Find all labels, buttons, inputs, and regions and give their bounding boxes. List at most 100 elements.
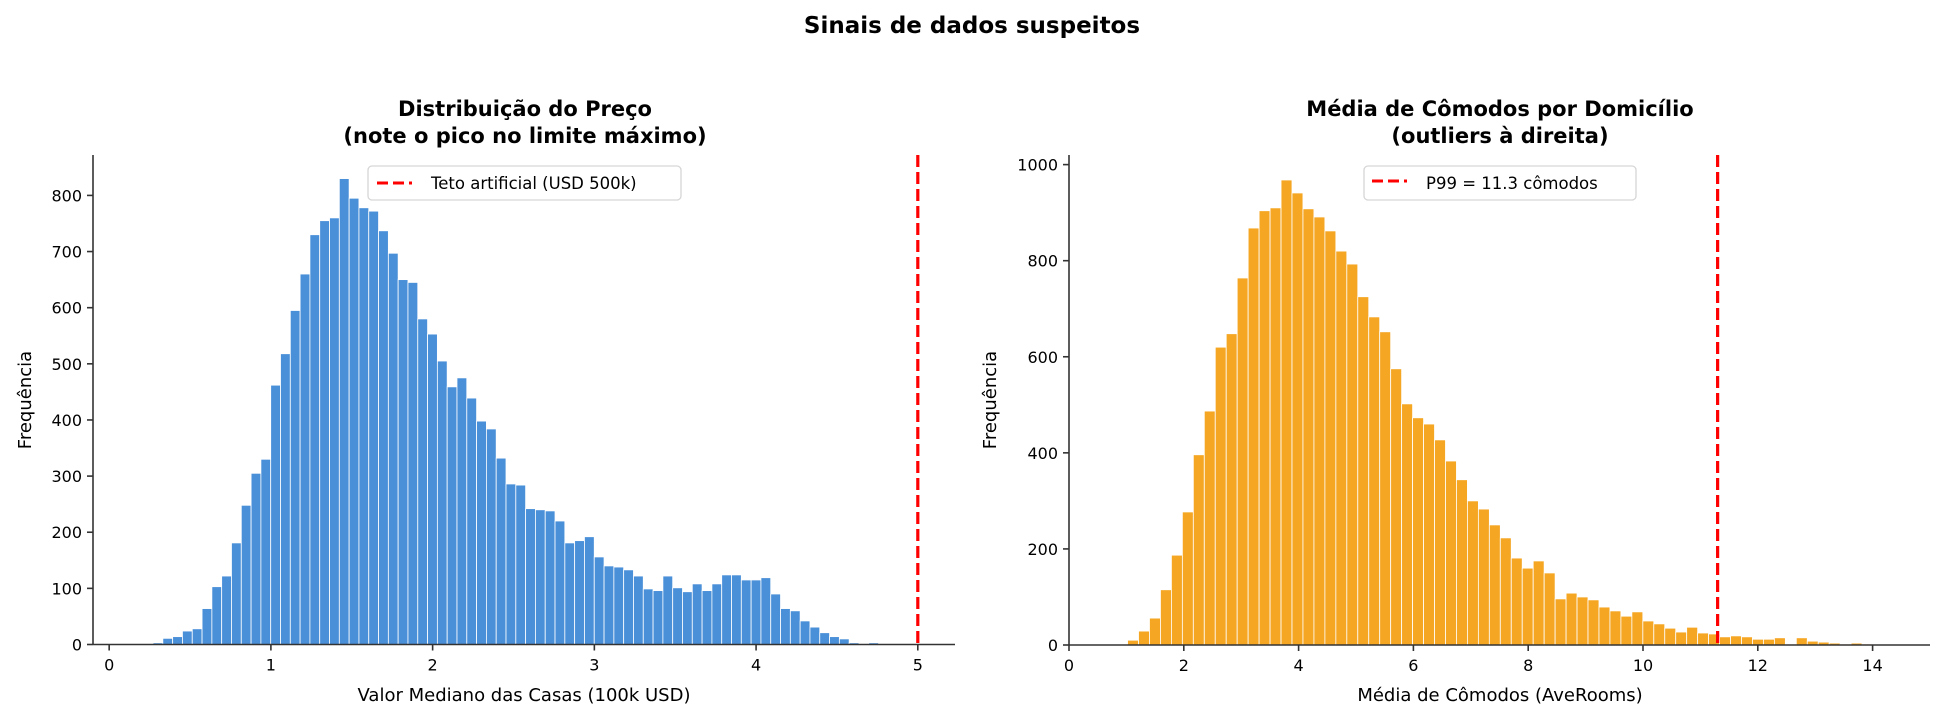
y-tick-label: 200	[51, 523, 82, 542]
y-axis-label: Frequência	[980, 351, 1001, 449]
histogram-bar	[789, 610, 801, 645]
histogram-bar	[1357, 296, 1370, 646]
histogram-bar	[1795, 637, 1808, 646]
histogram-bar	[338, 178, 350, 645]
histogram-bar	[1763, 638, 1775, 646]
histogram-bar	[201, 608, 213, 645]
histogram-bars	[1127, 179, 1929, 646]
histogram-bar	[280, 353, 291, 645]
histogram-bar	[221, 575, 232, 645]
y-tick-label: 800	[1027, 252, 1058, 271]
histogram-bar	[456, 377, 468, 645]
histogram-bar	[1291, 192, 1304, 646]
histogram-bar	[260, 458, 272, 645]
histogram-bar	[1675, 631, 1688, 646]
histogram-bar	[1368, 316, 1381, 646]
histogram-bar	[1730, 635, 1742, 646]
histogram-bar	[809, 626, 821, 645]
histogram-bar	[1467, 500, 1479, 646]
histogram-bar	[446, 386, 458, 645]
x-tick-label: 4	[1294, 656, 1304, 675]
y-tick-label: 600	[1027, 348, 1058, 367]
y-tick-label: 700	[51, 243, 82, 262]
histogram-bar	[799, 620, 811, 645]
histogram-bar	[838, 638, 850, 645]
histogram-bar	[1554, 598, 1567, 646]
y-axis-label: Frequência	[15, 351, 36, 449]
histogram-bar	[721, 574, 732, 645]
histogram-bar	[564, 542, 576, 645]
histogram-bar	[1138, 630, 1150, 646]
histogram-bar	[1346, 263, 1359, 646]
x-tick-label: 10	[1633, 656, 1653, 675]
histogram-bar	[270, 384, 281, 645]
histogram-bar	[1499, 537, 1512, 646]
x-axis-label: Média de Cômodos (AveRooms)	[1357, 685, 1642, 706]
legend: P99 = 11.3 cômodos	[1363, 165, 1637, 201]
histogram-bar	[1423, 423, 1435, 646]
histogram-bar	[309, 234, 321, 645]
legend-box	[1363, 165, 1637, 201]
histogram-bar	[574, 540, 585, 645]
histogram-bar	[1258, 210, 1271, 646]
x-tick-label: 0	[104, 656, 114, 675]
y-tick-label: 0	[1048, 636, 1058, 655]
histogram-bar	[182, 630, 193, 645]
histogram-bar	[525, 508, 536, 645]
histogram-bar	[289, 310, 301, 645]
histogram-bar	[1587, 599, 1600, 646]
y-tick-label: 500	[51, 355, 82, 374]
histogram-bar	[1598, 606, 1611, 646]
histogram-bar	[1456, 479, 1468, 646]
chart-title-line1: Média de Cômodos por Domicílio	[1306, 97, 1693, 121]
x-tick-label: 4	[751, 656, 761, 675]
histogram-bar	[1302, 208, 1315, 646]
x-tick-label: 1	[266, 656, 276, 675]
x-tick-label: 6	[1408, 656, 1418, 675]
histogram-bar	[711, 583, 723, 645]
histogram-bar	[1642, 620, 1655, 646]
histogram-bar	[623, 569, 634, 645]
histogram-bar	[1324, 230, 1337, 646]
histogram-bar	[1631, 611, 1644, 646]
x-tick-label: 5	[913, 656, 923, 675]
histogram-bar	[770, 593, 781, 645]
histogram-bar	[633, 575, 644, 645]
histogram-bar	[1719, 636, 1731, 646]
histogram-bar	[682, 591, 693, 645]
histogram-bar	[1335, 250, 1348, 646]
y-tick-label: 100	[51, 579, 82, 598]
histogram-bar	[319, 220, 330, 645]
histogram-bar	[495, 457, 507, 645]
x-axis-label: Valor Mediano das Casas (100k USD)	[358, 685, 691, 706]
histogram-bar	[750, 579, 762, 645]
histogram-bar	[1149, 617, 1161, 646]
x-tick-label: 2	[1179, 656, 1189, 675]
histogram-bar	[780, 608, 791, 645]
histogram-bar	[1620, 615, 1633, 646]
histogram-bar	[672, 587, 683, 645]
histogram-bar	[466, 397, 477, 645]
histogram-bar	[1488, 524, 1501, 646]
histogram-bar	[1247, 227, 1260, 646]
y-tick-label: 200	[1027, 540, 1058, 559]
histogram-bar	[348, 197, 360, 645]
legend-box	[367, 165, 682, 201]
histogram-bar	[436, 360, 448, 645]
legend: Teto artificial (USD 500k)	[367, 165, 682, 201]
histogram-bar	[476, 420, 487, 645]
histogram-bar	[691, 583, 703, 645]
chart-title-line1: Distribuição do Preço	[398, 97, 652, 121]
histogram-bar	[1434, 439, 1446, 646]
histogram-bar	[427, 333, 438, 645]
histogram-bar	[1181, 511, 1194, 646]
histogram-bar	[1225, 333, 1238, 646]
histogram-bar	[760, 577, 772, 645]
histogram-bar	[1313, 216, 1326, 646]
chart-title-line2: (outliers à direita)	[1391, 124, 1608, 148]
x-tick-label: 8	[1523, 656, 1533, 675]
histogram-bar	[191, 628, 203, 645]
histogram-bar	[535, 509, 546, 645]
histogram-bar	[299, 273, 311, 645]
histogram-bar	[417, 318, 428, 645]
